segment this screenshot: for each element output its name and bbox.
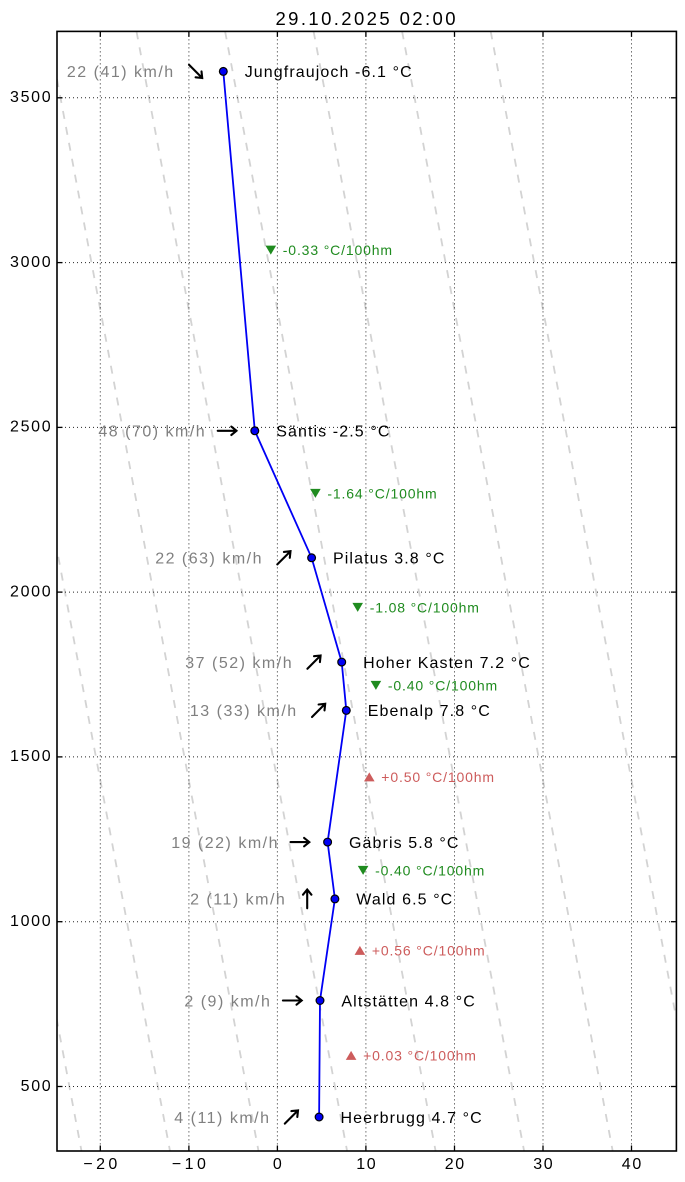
svg-text:-0.40 °C/100hm: -0.40 °C/100hm [388,677,498,693]
svg-text:22 (41) km/h: 22 (41) km/h [67,64,175,81]
svg-text:4 (11) km/h: 4 (11) km/h [174,1110,270,1127]
svg-text:3000: 3000 [10,254,52,271]
svg-text:-0.40 °C/100hm: -0.40 °C/100hm [375,862,485,878]
svg-text:Gäbris 5.8 °C: Gäbris 5.8 °C [349,835,460,852]
svg-text:1000: 1000 [10,913,52,930]
svg-text:Pilatus 3.8 °C: Pilatus 3.8 °C [333,551,446,568]
svg-text:-1.64 °C/100hm: -1.64 °C/100hm [327,485,437,501]
svg-text:Wald 6.5 °C: Wald 6.5 °C [356,892,453,909]
svg-text:3500: 3500 [10,89,52,106]
svg-text:10: 10 [356,1156,377,1173]
svg-text:29.10.2025 02:00: 29.10.2025 02:00 [275,8,457,29]
svg-text:48 (70) km/h: 48 (70) km/h [98,424,206,441]
svg-text:37 (52) km/h: 37 (52) km/h [185,655,293,672]
svg-text:13 (33) km/h: 13 (33) km/h [190,703,298,720]
svg-text:40: 40 [622,1156,643,1173]
svg-text:0: 0 [273,1156,284,1173]
svg-text:-0.33 °C/100hm: -0.33 °C/100hm [283,242,393,258]
svg-text:−20: −20 [83,1156,120,1173]
svg-text:−10: −10 [172,1156,209,1173]
svg-text:1500: 1500 [10,748,52,765]
svg-text:20: 20 [445,1156,466,1173]
svg-text:+0.03 °C/100hm: +0.03 °C/100hm [363,1047,477,1063]
svg-text:2 (9) km/h: 2 (9) km/h [184,993,271,1010]
svg-text:2500: 2500 [10,419,52,436]
svg-text:500: 500 [21,1078,53,1095]
svg-text:+0.50 °C/100hm: +0.50 °C/100hm [381,769,495,785]
svg-text:22 (63) km/h: 22 (63) km/h [155,551,263,568]
svg-text:Säntis -2.5 °C: Säntis -2.5 °C [276,424,390,441]
svg-text:2 (11) km/h: 2 (11) km/h [190,892,286,909]
svg-text:Hoher Kasten 7.2 °C: Hoher Kasten 7.2 °C [363,655,531,672]
svg-text:2000: 2000 [10,583,52,600]
svg-text:Ebenalp 7.8 °C: Ebenalp 7.8 °C [368,703,491,720]
svg-text:Jungfraujoch -6.1 °C: Jungfraujoch -6.1 °C [245,64,413,81]
svg-text:Altstätten 4.8 °C: Altstätten 4.8 °C [341,993,476,1010]
svg-text:Heerbrugg 4.7 °C: Heerbrugg 4.7 °C [341,1110,483,1127]
svg-text:+0.56 °C/100hm: +0.56 °C/100hm [372,942,486,958]
svg-text:19 (22) km/h: 19 (22) km/h [171,835,279,852]
svg-text:-1.08 °C/100hm: -1.08 °C/100hm [370,599,480,615]
svg-text:30: 30 [533,1156,554,1173]
